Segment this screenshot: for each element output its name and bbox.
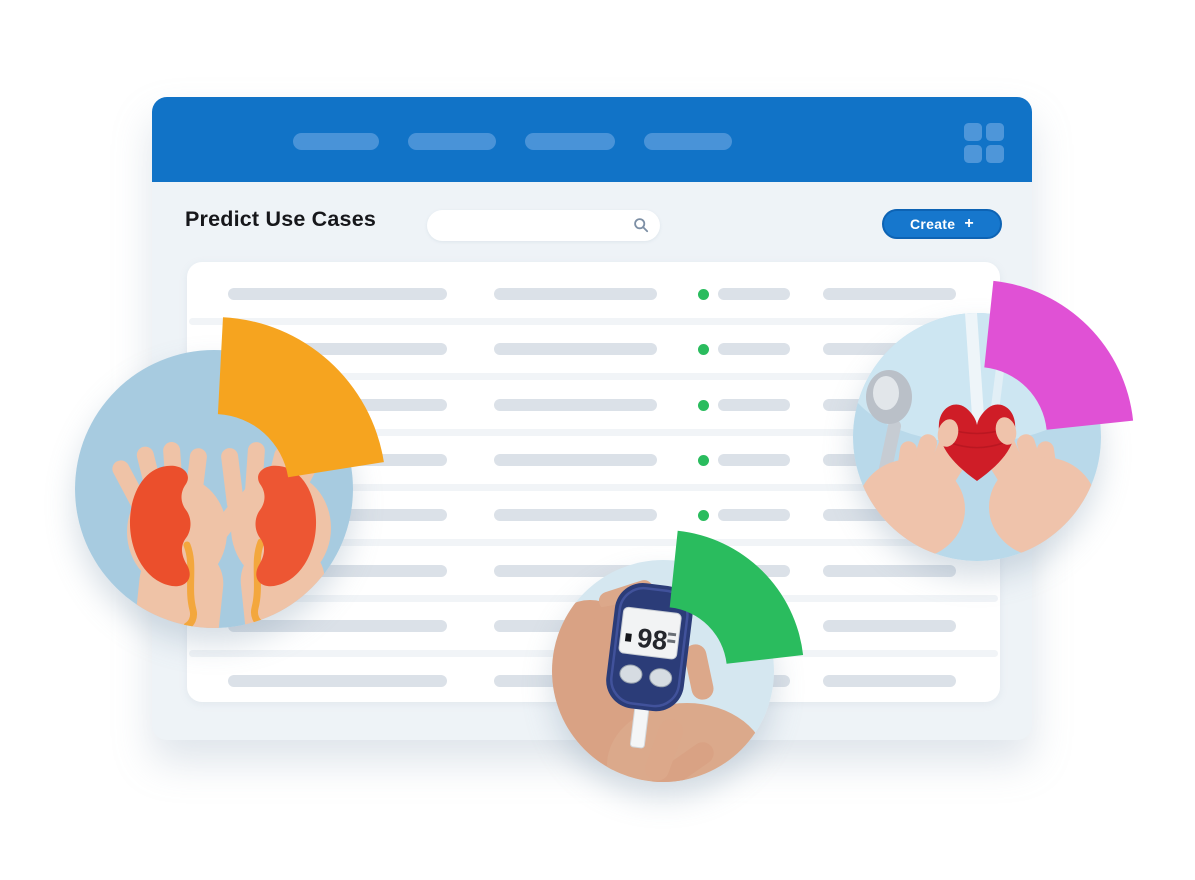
glucose-photo-art: 98 bbox=[552, 560, 774, 782]
create-button[interactable]: Create + bbox=[882, 209, 1002, 239]
page-title: Predict Use Cases bbox=[185, 207, 377, 231]
cell-placeholder bbox=[718, 509, 790, 522]
row-divider bbox=[189, 428, 998, 436]
status-dot bbox=[698, 289, 709, 300]
heart-photo bbox=[853, 313, 1101, 561]
cell-placeholder bbox=[228, 343, 447, 356]
row-divider bbox=[189, 483, 998, 491]
nav-placeholder[interactable] bbox=[644, 133, 732, 150]
kidney-photo-art bbox=[75, 350, 353, 628]
cell-placeholder bbox=[494, 509, 657, 522]
row-divider bbox=[189, 539, 998, 547]
apps-grid-square bbox=[964, 145, 982, 163]
kidney-photo bbox=[75, 350, 353, 628]
row-divider bbox=[189, 373, 998, 381]
cell-placeholder bbox=[494, 398, 657, 411]
status-dot bbox=[698, 510, 709, 522]
cell-placeholder bbox=[823, 288, 956, 300]
glucose-meter-device: 98 bbox=[606, 583, 693, 749]
nav-placeholder[interactable] bbox=[408, 133, 496, 150]
cell-placeholder bbox=[494, 288, 657, 300]
cell-placeholder bbox=[718, 288, 790, 300]
nav-placeholder[interactable] bbox=[525, 133, 615, 150]
cell-placeholder bbox=[494, 343, 657, 356]
search-field bbox=[427, 210, 660, 241]
nav-placeholder[interactable] bbox=[293, 133, 379, 150]
cell-placeholder bbox=[494, 453, 657, 466]
search-input[interactable] bbox=[427, 210, 660, 241]
apps-grid-icon[interactable] bbox=[964, 123, 1004, 163]
create-button-label: Create bbox=[909, 216, 956, 232]
cell-placeholder bbox=[823, 619, 956, 632]
cell-placeholder bbox=[228, 675, 447, 688]
plus-icon: + bbox=[964, 215, 975, 232]
row-divider bbox=[189, 318, 998, 325]
glucose-meter-photo: 98 bbox=[552, 560, 774, 782]
apps-grid-square bbox=[986, 145, 1004, 163]
apps-grid-square bbox=[964, 123, 982, 141]
window-toolbar bbox=[152, 97, 1032, 182]
cell-placeholder bbox=[228, 288, 447, 300]
apps-grid-square bbox=[986, 123, 1004, 141]
cell-placeholder bbox=[823, 564, 956, 577]
meter-reading: 98 bbox=[636, 623, 669, 656]
heart-photo-art bbox=[853, 313, 1101, 561]
table-row bbox=[187, 288, 1000, 344]
status-dot bbox=[698, 399, 709, 411]
cell-placeholder bbox=[718, 453, 790, 466]
cell-placeholder bbox=[718, 564, 790, 577]
cell-placeholder bbox=[228, 619, 447, 632]
cell-placeholder bbox=[823, 675, 956, 688]
status-dot bbox=[698, 454, 709, 466]
cell-placeholder bbox=[718, 343, 790, 356]
cell-placeholder bbox=[718, 398, 790, 411]
status-dot bbox=[698, 344, 709, 356]
toolbar-nav bbox=[293, 133, 732, 150]
